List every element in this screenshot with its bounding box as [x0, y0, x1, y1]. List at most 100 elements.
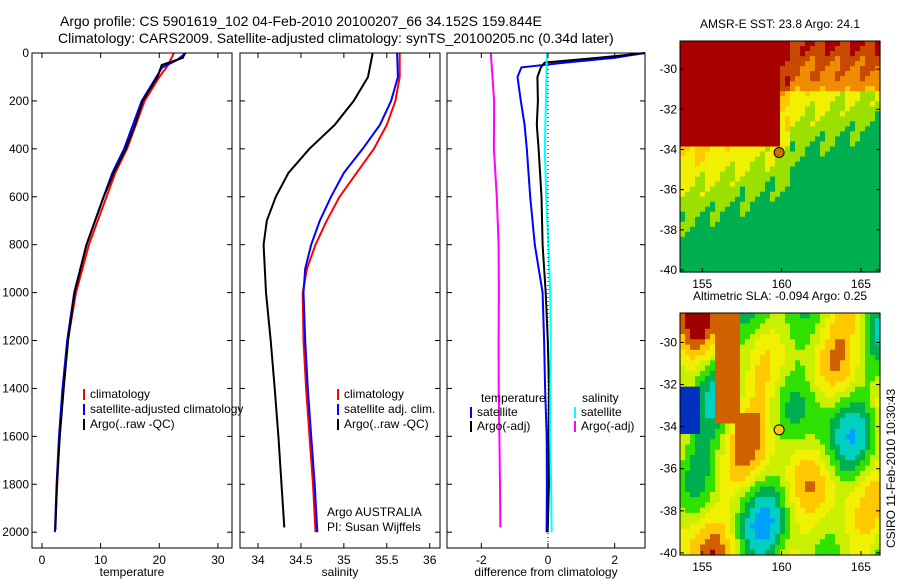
map-cell	[820, 470, 826, 477]
map-cell	[750, 418, 756, 425]
map-cell	[765, 131, 771, 138]
map-cell	[695, 497, 701, 503]
map-cell	[720, 151, 726, 158]
map-cell	[835, 486, 841, 493]
map-cell	[805, 136, 811, 143]
map-cell	[715, 349, 721, 356]
map-cell	[800, 423, 806, 430]
map-cell	[830, 344, 836, 351]
map-cell	[710, 386, 716, 393]
map-cell	[770, 313, 776, 319]
map-cell	[810, 51, 816, 57]
map-cell	[695, 397, 701, 404]
map-cell	[680, 161, 686, 168]
map-cell	[765, 418, 771, 425]
map-cell	[785, 376, 791, 382]
map-cell	[725, 428, 731, 435]
map-cell	[685, 131, 691, 138]
map-cell	[705, 66, 711, 72]
map-cell	[750, 96, 756, 102]
map-cell	[850, 323, 856, 330]
map-cell	[750, 136, 756, 143]
x-tick-label: 155	[692, 560, 712, 574]
map-cell	[735, 121, 741, 127]
map-cell	[705, 444, 711, 451]
map-cell	[695, 534, 701, 540]
map-cell	[710, 216, 716, 223]
map-cell	[750, 251, 756, 258]
map-cell	[810, 449, 816, 456]
map-cell	[855, 231, 861, 238]
map-cell	[695, 241, 701, 248]
map-cell	[765, 460, 771, 467]
map-cell	[810, 507, 816, 514]
map-cell	[860, 418, 866, 425]
map-cell	[730, 344, 736, 351]
map-cell	[705, 507, 711, 514]
map-cell	[795, 449, 801, 456]
map-cell	[840, 191, 846, 198]
map-cell	[815, 196, 821, 203]
map-cell	[715, 116, 721, 122]
map-cell	[760, 151, 766, 158]
map-cell	[865, 201, 871, 208]
map-cell	[720, 523, 726, 530]
map-cell	[755, 486, 761, 493]
map-cell	[830, 136, 836, 143]
map-cell	[790, 76, 796, 82]
map-cell	[775, 486, 781, 493]
map-cell	[825, 226, 831, 233]
map-cell	[760, 323, 766, 330]
map-cell	[725, 434, 731, 440]
map-cell	[790, 402, 796, 409]
map-cell	[825, 211, 831, 218]
map-cell	[855, 413, 861, 419]
map-cell	[750, 334, 756, 340]
map-cell	[695, 349, 701, 356]
map-cell	[840, 512, 846, 519]
map-cell	[730, 216, 736, 223]
map-cell	[685, 465, 691, 472]
map-cell	[780, 397, 786, 404]
map-cell	[800, 402, 806, 409]
map-cell	[775, 236, 781, 243]
legend-entry: Argo(-adj)	[477, 419, 530, 433]
map-cell	[825, 360, 831, 367]
map-cell	[780, 251, 786, 258]
map-cell	[700, 251, 706, 258]
map-cell	[870, 161, 876, 168]
map-cell	[820, 221, 826, 228]
map-cell	[840, 434, 846, 440]
map-cell	[835, 256, 841, 263]
map-cell	[825, 376, 831, 382]
x-tick-label: 155	[692, 277, 712, 291]
map-cell	[835, 476, 841, 482]
map-cell	[780, 470, 786, 477]
map-cell	[875, 397, 881, 404]
map-cell	[850, 246, 856, 253]
map-cell	[755, 111, 761, 117]
map-cell	[725, 216, 731, 223]
map-cell	[840, 181, 846, 188]
map-cell	[770, 146, 776, 153]
map-cell	[740, 256, 746, 263]
map-cell	[730, 476, 736, 482]
map-cell	[680, 460, 686, 467]
map-cell	[875, 61, 881, 67]
map-cell	[845, 370, 851, 377]
map-cell	[705, 156, 711, 163]
map-cell	[680, 206, 686, 213]
map-cell	[840, 61, 846, 67]
map-cell	[860, 360, 866, 367]
map-cell	[770, 507, 776, 514]
map-cell	[830, 256, 836, 263]
map-cell	[815, 201, 821, 208]
map-cell	[815, 455, 821, 461]
map-cell	[725, 46, 731, 52]
map-cell	[695, 476, 701, 482]
map-cell	[805, 226, 811, 233]
map-cell	[755, 71, 761, 77]
map-cell	[770, 236, 776, 243]
map-cell	[735, 418, 741, 425]
map-cell	[875, 360, 881, 367]
